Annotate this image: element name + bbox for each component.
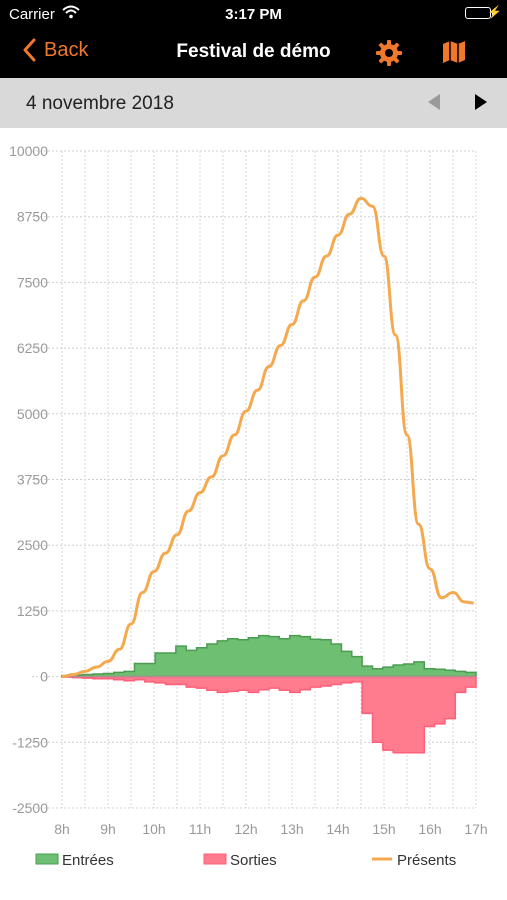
x-tick-label: 8h <box>54 821 70 837</box>
x-tick-label: 11h <box>189 821 211 837</box>
carrier-label: Carrier <box>9 6 55 23</box>
status-bar: Carrier 3:17 PM ⚡ <box>0 0 507 28</box>
y-tick-label: 7500 <box>17 274 48 290</box>
x-tick-label: 16h <box>418 821 441 837</box>
presents-line <box>61 196 474 679</box>
back-button[interactable]: Back <box>22 38 88 62</box>
y-tick-label: -2500 <box>12 800 48 816</box>
legend-label-sorties: Sorties <box>230 852 277 869</box>
y-tick-label: 5000 <box>17 406 48 422</box>
legend-label-entrees: Entrées <box>62 852 114 869</box>
legend-swatch-sorties <box>203 853 227 865</box>
sorties-area <box>61 675 477 754</box>
x-tick-label: 14h <box>326 821 349 837</box>
y-tick-label: 10000 <box>9 143 48 159</box>
date-label: 4 novembre 2018 <box>26 93 174 114</box>
date-bar: 4 novembre 2018 <box>0 78 507 128</box>
y-tick-label: -1250 <box>12 734 48 750</box>
attendance-chart: 10000 8750 7500 6250 5000 3750 2500 1250 0 -1250 -… <box>9 143 488 869</box>
triangle-right-icon <box>475 94 487 110</box>
navigation-bar: Back Festival de démo <box>0 28 507 78</box>
x-tick-label: 13h <box>280 821 303 837</box>
x-tick-label: 17h <box>464 821 487 837</box>
legend-label-presents: Présents <box>397 852 456 869</box>
previous-day-button[interactable] <box>427 93 441 116</box>
chevron-left-icon <box>23 38 36 62</box>
entrees-area <box>61 634 477 678</box>
triangle-left-icon <box>428 94 440 110</box>
x-tick-label: 12h <box>234 821 257 837</box>
wifi-icon <box>62 5 80 23</box>
legend-swatch-entrees <box>35 853 59 865</box>
y-tick-label: 2500 <box>17 537 48 553</box>
y-tick-label: 0 <box>40 669 48 685</box>
charging-icon: ⚡ <box>487 5 502 19</box>
map-icon[interactable] <box>441 39 467 70</box>
x-tick-label: 15h <box>372 821 395 837</box>
y-tick-label: 8750 <box>17 209 48 225</box>
y-tick-label: 1250 <box>17 603 48 619</box>
back-label: Back <box>44 38 89 61</box>
y-tick-label: 6250 <box>17 340 48 356</box>
gear-icon[interactable] <box>375 39 403 72</box>
x-tick-label: 9h <box>100 821 116 837</box>
y-tick-label: 3750 <box>17 472 48 488</box>
x-tick-label: 10h <box>142 821 165 837</box>
status-time: 3:17 PM <box>225 6 282 23</box>
next-day-button[interactable] <box>474 93 488 116</box>
battery-icon <box>465 7 494 19</box>
